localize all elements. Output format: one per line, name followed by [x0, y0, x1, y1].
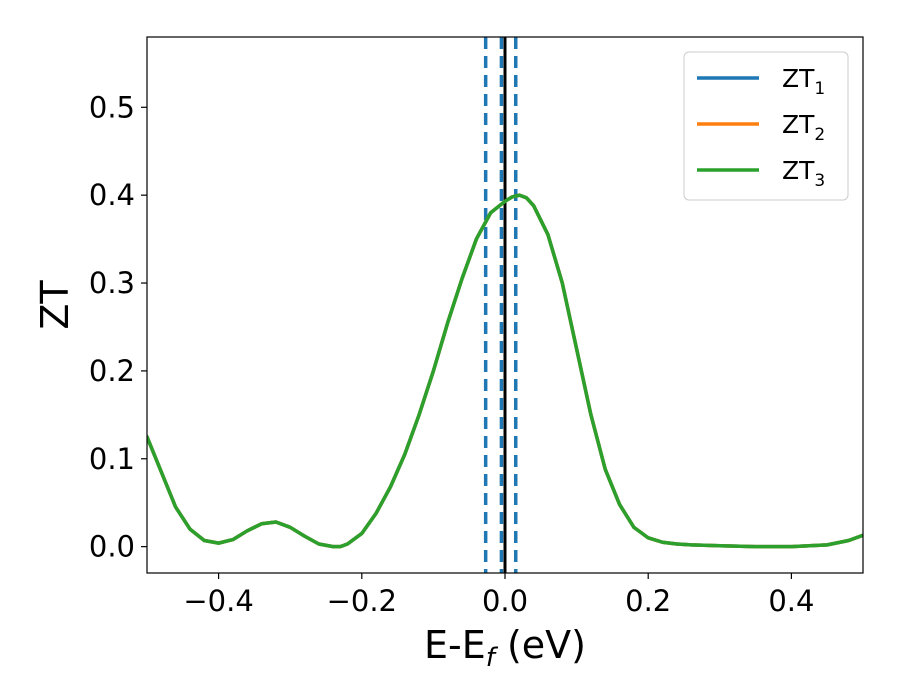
series-lines — [147, 193, 863, 549]
x-axis-label-unit: (eV) — [495, 623, 586, 667]
legend-box — [683, 51, 849, 201]
reference-lines — [483, 37, 518, 573]
y-tick-label: 0.2 — [89, 354, 135, 388]
y-tick-label: 0.0 — [89, 530, 135, 564]
legend-label-zt2: ZT2 — [782, 110, 825, 145]
y-tick-label: 0.4 — [89, 178, 135, 212]
y-axis: 0.0 0.1 0.2 0.3 0.4 0.5 — [89, 90, 147, 564]
legend-label-zt3: ZT3 — [782, 156, 825, 191]
x-tick-label: 0.2 — [625, 584, 671, 618]
y-tick-label: 0.3 — [89, 266, 135, 300]
legend-label-zt1: ZT1 — [782, 64, 825, 99]
y-tick-label: 0.1 — [89, 442, 135, 476]
x-axis: −0.4 −0.2 0.0 0.2 0.4 — [183, 573, 814, 618]
x-axis-label: E-Ef (eV) — [424, 623, 586, 673]
x-tick-label: 0.0 — [482, 584, 528, 618]
x-tick-label: −0.2 — [327, 584, 397, 618]
x-tick-label: 0.4 — [768, 584, 814, 618]
y-tick-label: 0.5 — [89, 90, 135, 124]
y-axis-label: ZT — [33, 280, 77, 330]
x-tick-label: −0.4 — [183, 584, 253, 618]
legend: ZT1 ZT2 ZT3 — [683, 51, 849, 201]
series-line-zt3 — [147, 193, 863, 549]
